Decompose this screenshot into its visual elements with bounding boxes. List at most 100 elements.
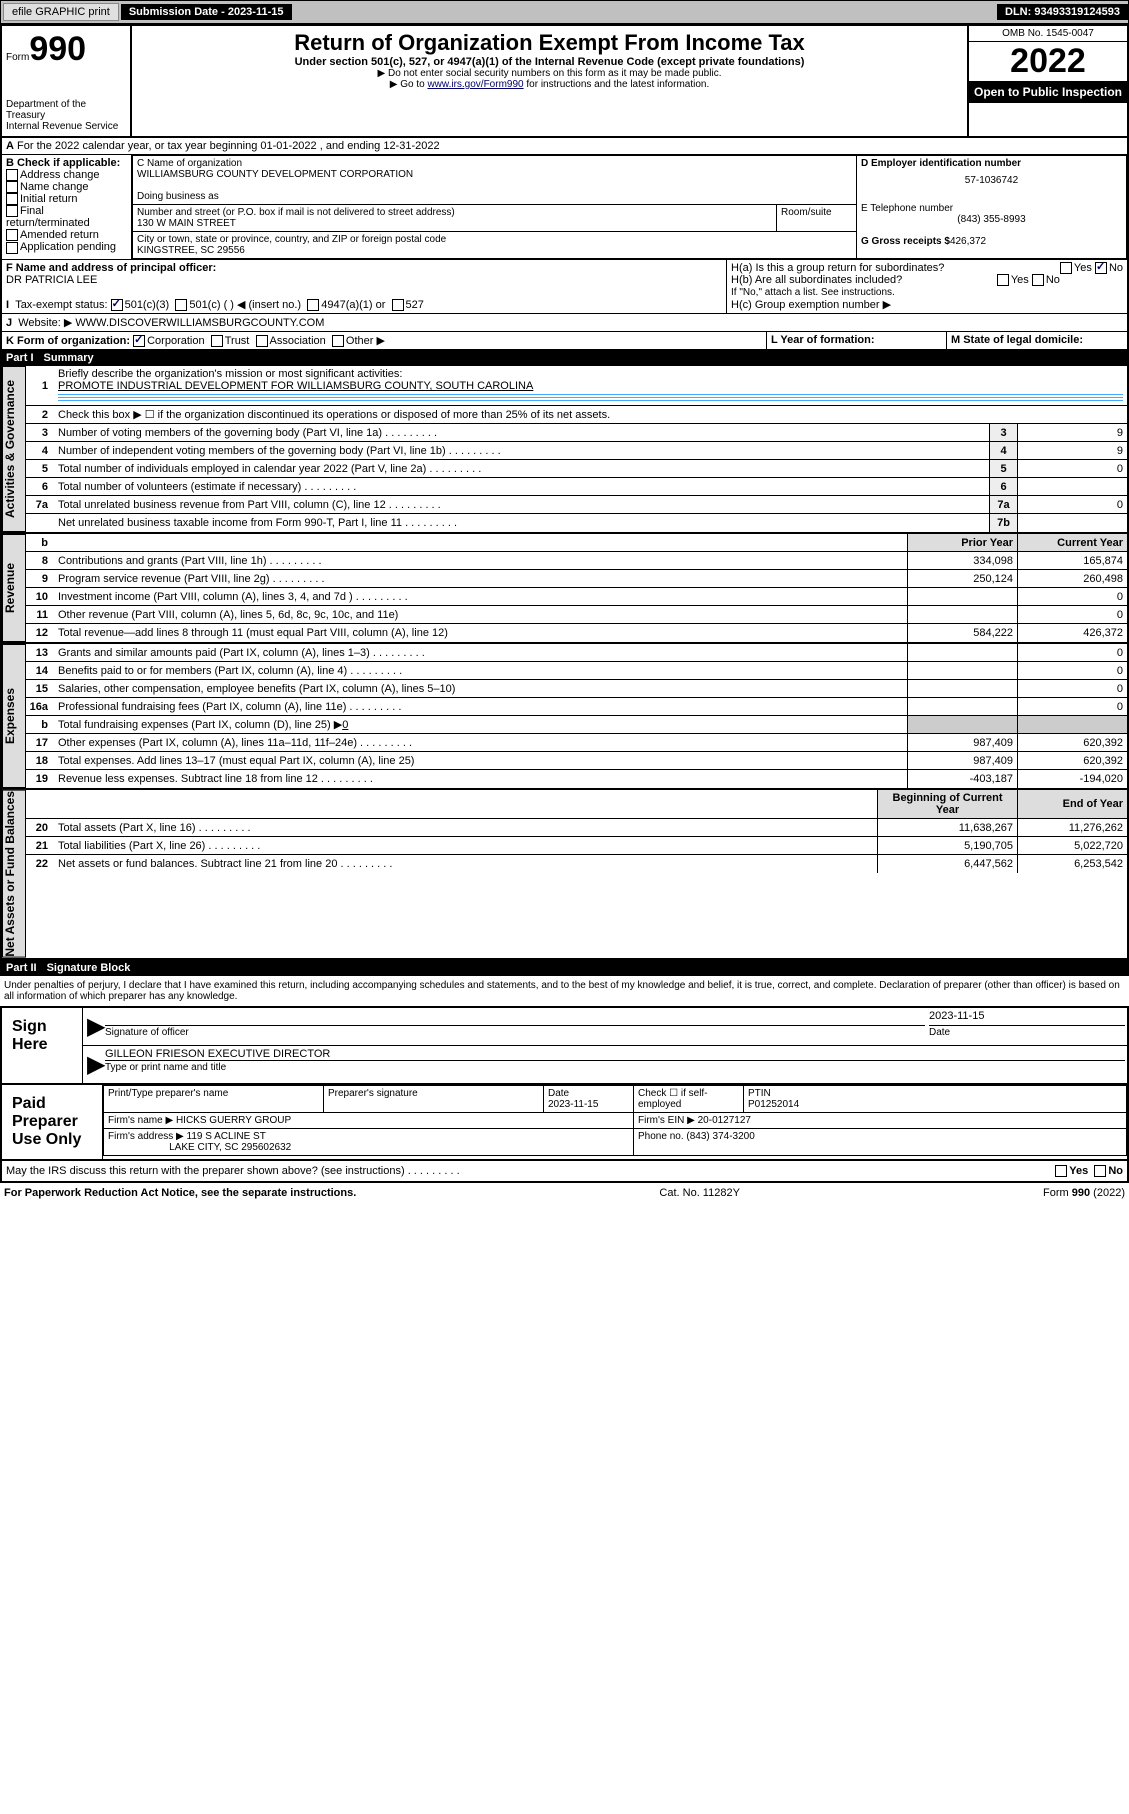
- footer-right: Form 990 (2022): [1043, 1187, 1125, 1199]
- prep-phone: (843) 374-3200: [686, 1131, 754, 1142]
- officer-name: DR PATRICIA LEE: [6, 274, 97, 286]
- prep-phone-label: Phone no.: [638, 1131, 684, 1142]
- line5-text: Total number of individuals employed in …: [54, 461, 989, 477]
- hb-yes[interactable]: [997, 274, 1009, 286]
- officer-name-title: GILLEON FRIESON EXECUTIVE DIRECTOR: [105, 1048, 1125, 1061]
- line19-prior: -403,187: [907, 770, 1017, 788]
- line12-text: Total revenue—add lines 8 through 11 (mu…: [54, 625, 907, 641]
- line6-value: [1017, 478, 1127, 495]
- perjury-text: Under penalties of perjury, I declare th…: [0, 976, 1129, 1006]
- firm-ein: 20-0127127: [698, 1115, 751, 1126]
- line11-prior: [907, 606, 1017, 623]
- line22-current: 6,253,542: [1017, 855, 1127, 873]
- line10-prior: [907, 588, 1017, 605]
- hb-label: H(b) Are all subordinates included?: [731, 274, 902, 286]
- efile-print-button[interactable]: efile GRAPHIC print: [3, 3, 119, 21]
- dln: DLN: 93493319124593: [997, 4, 1128, 20]
- ptin-value: P01252014: [748, 1099, 799, 1110]
- discuss-no[interactable]: [1094, 1165, 1106, 1177]
- line16a-text: Professional fundraising fees (Part IX, …: [54, 699, 907, 715]
- 4947-checkbox[interactable]: [307, 299, 319, 311]
- ptin-label: PTIN: [748, 1088, 771, 1099]
- line15-prior: [907, 680, 1017, 697]
- 527-checkbox[interactable]: [392, 299, 404, 311]
- tax-exempt-label: Tax-exempt status:: [15, 299, 107, 311]
- website-value: WWW.DISCOVERWILLIAMSBURGCOUNTY.COM: [75, 317, 324, 329]
- year-formation-label: L Year of formation:: [771, 334, 875, 346]
- trust-checkbox[interactable]: [211, 335, 223, 347]
- addr-label: Number and street (or P.O. box if mail i…: [137, 207, 455, 218]
- sidebar-activities: Activities & Governance: [2, 366, 26, 532]
- discuss-yes[interactable]: [1055, 1165, 1067, 1177]
- room-label: Room/suite: [781, 207, 832, 218]
- line18-prior: 987,409: [907, 752, 1017, 769]
- sidebar-revenue: Revenue: [2, 534, 26, 642]
- line7b-value: [1017, 514, 1127, 532]
- ha-yes[interactable]: [1060, 262, 1072, 274]
- sign-here-label: Sign Here: [2, 1008, 82, 1083]
- line19-current: -194,020: [1017, 770, 1127, 788]
- line20-current: 11,276,262: [1017, 819, 1127, 836]
- line10-text: Investment income (Part VIII, column (A)…: [54, 589, 907, 605]
- line14-prior: [907, 662, 1017, 679]
- line4-value: 9: [1017, 442, 1127, 459]
- line9-current: 260,498: [1017, 570, 1127, 587]
- discuss-text: May the IRS discuss this return with the…: [6, 1165, 1055, 1177]
- firm-addr2: LAKE CITY, SC 295602632: [169, 1142, 291, 1153]
- line8-current: 165,874: [1017, 552, 1127, 569]
- line-a: A For the 2022 calendar year, or tax yea…: [0, 138, 1129, 155]
- ein-label: D Employer identification number: [861, 158, 1021, 169]
- other-checkbox[interactable]: [332, 335, 344, 347]
- gross-receipts-label: G Gross receipts $: [861, 236, 950, 247]
- hb-no[interactable]: [1032, 274, 1044, 286]
- line15-current: 0: [1017, 680, 1127, 697]
- part1-header: Part I Summary: [0, 350, 1129, 366]
- phone-label: E Telephone number: [861, 203, 953, 214]
- irs-link[interactable]: www.irs.gov/Form990: [427, 79, 523, 90]
- corp-checkbox[interactable]: [133, 335, 145, 347]
- line9-text: Program service revenue (Part VIII, line…: [54, 571, 907, 587]
- firm-name-label: Firm's name ▶: [108, 1115, 173, 1126]
- prior-year-header: Prior Year: [907, 534, 1017, 551]
- line12-current: 426,372: [1017, 624, 1127, 642]
- line20-prior: 11,638,267: [877, 819, 1017, 836]
- gross-receipts-value: 426,372: [950, 236, 986, 247]
- line4-text: Number of independent voting members of …: [54, 443, 989, 459]
- line19-text: Revenue less expenses. Subtract line 18 …: [54, 771, 907, 787]
- line17-prior: 987,409: [907, 734, 1017, 751]
- date-label: Date: [929, 1027, 950, 1038]
- sidebar-netassets: Net Assets or Fund Balances: [2, 790, 26, 958]
- self-employed-check[interactable]: Check ☐ if self-employed: [638, 1088, 708, 1110]
- line18-text: Total expenses. Add lines 13–17 (must eq…: [54, 753, 907, 769]
- section-b: B Check if applicable: Address change Na…: [2, 155, 132, 259]
- dba-label: Doing business as: [137, 191, 219, 202]
- firm-addr-label: Firm's address ▶: [108, 1131, 184, 1142]
- line16b-text: Total fundraising expenses (Part IX, col…: [54, 716, 907, 733]
- line20-text: Total assets (Part X, line 16): [54, 820, 877, 836]
- line16a-prior: [907, 698, 1017, 715]
- line22-text: Net assets or fund balances. Subtract li…: [54, 856, 877, 872]
- form-title: Return of Organization Exempt From Incom…: [136, 30, 963, 56]
- line3-value: 9: [1017, 424, 1127, 441]
- 501c3-checkbox[interactable]: [111, 299, 123, 311]
- org-name-label: C Name of organization: [137, 158, 242, 169]
- assoc-checkbox[interactable]: [256, 335, 268, 347]
- ha-no[interactable]: [1095, 262, 1107, 274]
- hb-note: If "No," attach a list. See instructions…: [731, 287, 895, 298]
- 501c-checkbox[interactable]: [175, 299, 187, 311]
- form-header: Form990 Department of the Treasury Inter…: [0, 24, 1129, 138]
- form-number: Form990: [6, 30, 126, 69]
- prep-sig-label: Preparer's signature: [328, 1088, 418, 1099]
- line5-value: 0: [1017, 460, 1127, 477]
- city-state-zip: KINGSTREE, SC 29556: [137, 245, 245, 256]
- tax-year: 2022: [969, 42, 1127, 81]
- prep-date: 2023-11-15: [548, 1099, 598, 1110]
- city-label: City or town, state or province, country…: [137, 234, 446, 245]
- line7a-value: 0: [1017, 496, 1127, 513]
- firm-name: HICKS GUERRY GROUP: [176, 1115, 291, 1126]
- org-name: WILLIAMSBURG COUNTY DEVELOPMENT CORPORAT…: [137, 169, 413, 180]
- end-year-header: End of Year: [1017, 790, 1127, 818]
- note-goto: ▶ Go to www.irs.gov/Form990 for instruct…: [136, 79, 963, 90]
- ein-value: 57-1036742: [861, 169, 1122, 192]
- line18-current: 620,392: [1017, 752, 1127, 769]
